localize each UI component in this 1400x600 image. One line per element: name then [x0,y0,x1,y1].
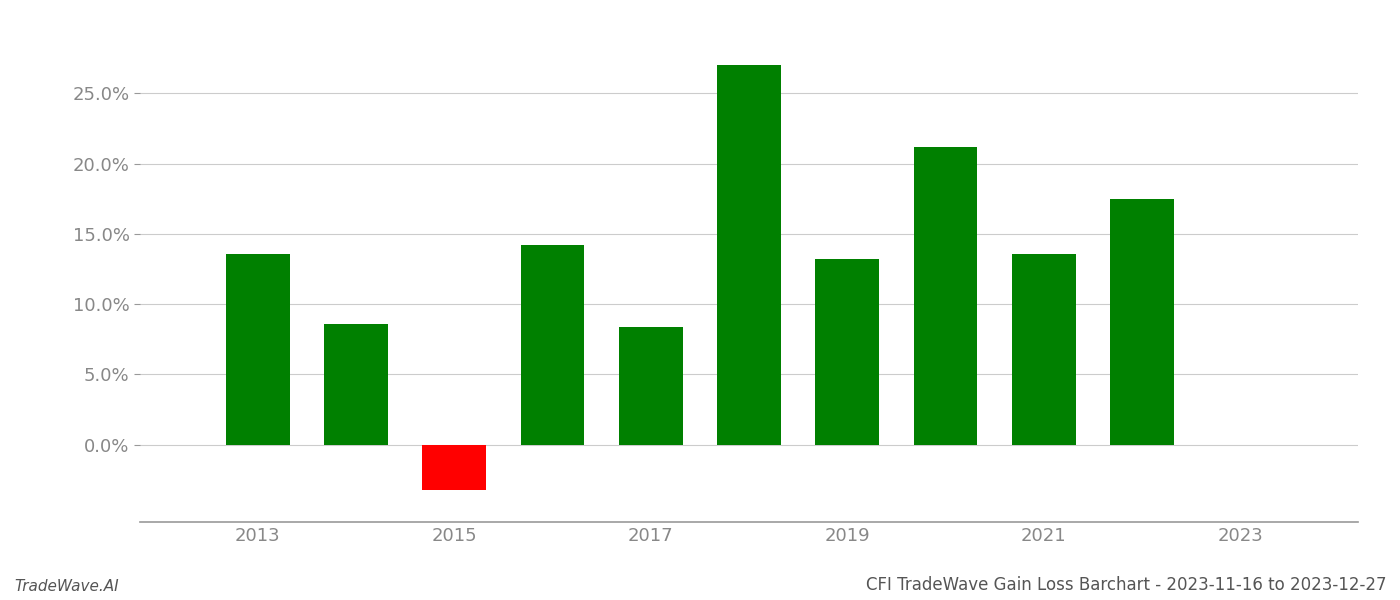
Bar [914,146,977,445]
Text: TradeWave.AI: TradeWave.AI [14,579,119,594]
Bar [1110,199,1173,445]
Bar [619,326,683,445]
Bar [325,324,388,445]
Text: CFI TradeWave Gain Loss Barchart - 2023-11-16 to 2023-12-27: CFI TradeWave Gain Loss Barchart - 2023-… [865,576,1386,594]
Bar [423,445,486,490]
Bar [1012,254,1075,445]
Bar [717,65,781,445]
Bar [815,259,879,445]
Bar [521,245,584,445]
Bar [225,254,290,445]
